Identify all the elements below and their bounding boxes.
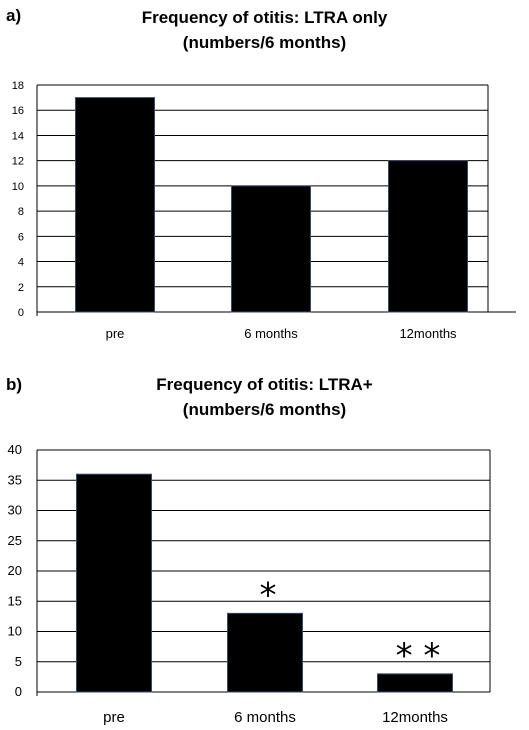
bar-pre bbox=[76, 473, 152, 693]
y-tick-label: 40 bbox=[8, 442, 22, 457]
y-tick-label: 10 bbox=[12, 181, 24, 193]
y-tick-label: 10 bbox=[8, 624, 22, 639]
y-tick-label: 14 bbox=[12, 130, 24, 142]
bar-12months bbox=[388, 160, 468, 313]
y-tick-label: 18 bbox=[12, 80, 24, 92]
panel-b-label: b) bbox=[6, 375, 23, 394]
y-tick-label: 2 bbox=[18, 282, 24, 294]
chart-a-title-line1: Frequency of otitis: LTRA only bbox=[141, 8, 388, 27]
x-category-label: pre bbox=[106, 326, 125, 341]
y-tick-label: 25 bbox=[8, 533, 22, 548]
y-tick-label: 35 bbox=[8, 472, 22, 487]
y-tick-label: 0 bbox=[18, 307, 24, 319]
x-category-label: 12months bbox=[399, 326, 457, 341]
panel-a-label: a) bbox=[6, 6, 22, 25]
bar-12months bbox=[377, 673, 453, 693]
bar-6-months bbox=[231, 185, 311, 313]
chart-a-title-line2: (numbers/6 months) bbox=[182, 33, 347, 52]
y-tick-label: 8 bbox=[18, 206, 24, 218]
significance-marker: * * bbox=[396, 636, 441, 676]
y-tick-label: 30 bbox=[8, 503, 22, 518]
y-tick-label: 4 bbox=[18, 257, 24, 269]
x-category-label: 6 months bbox=[244, 326, 298, 341]
chart-b-title-line1: Frequency of otitis: LTRA+ bbox=[156, 375, 373, 394]
chart-b-title-line2: (numbers/6 months) bbox=[182, 400, 347, 419]
significance-marker: * bbox=[260, 575, 277, 615]
bar-6-months bbox=[227, 612, 303, 693]
y-tick-label: 15 bbox=[8, 593, 22, 608]
bar-pre bbox=[75, 97, 155, 313]
x-category-label: 12months bbox=[382, 709, 448, 726]
x-category-label: pre bbox=[103, 709, 125, 726]
y-tick-label: 20 bbox=[8, 563, 22, 578]
y-tick-label: 5 bbox=[15, 654, 22, 669]
y-tick-label: 12 bbox=[12, 156, 24, 168]
y-tick-label: 16 bbox=[12, 105, 24, 117]
y-tick-label: 6 bbox=[18, 231, 24, 243]
x-category-label: 6 months bbox=[234, 709, 296, 726]
y-tick-label: 0 bbox=[15, 684, 22, 699]
